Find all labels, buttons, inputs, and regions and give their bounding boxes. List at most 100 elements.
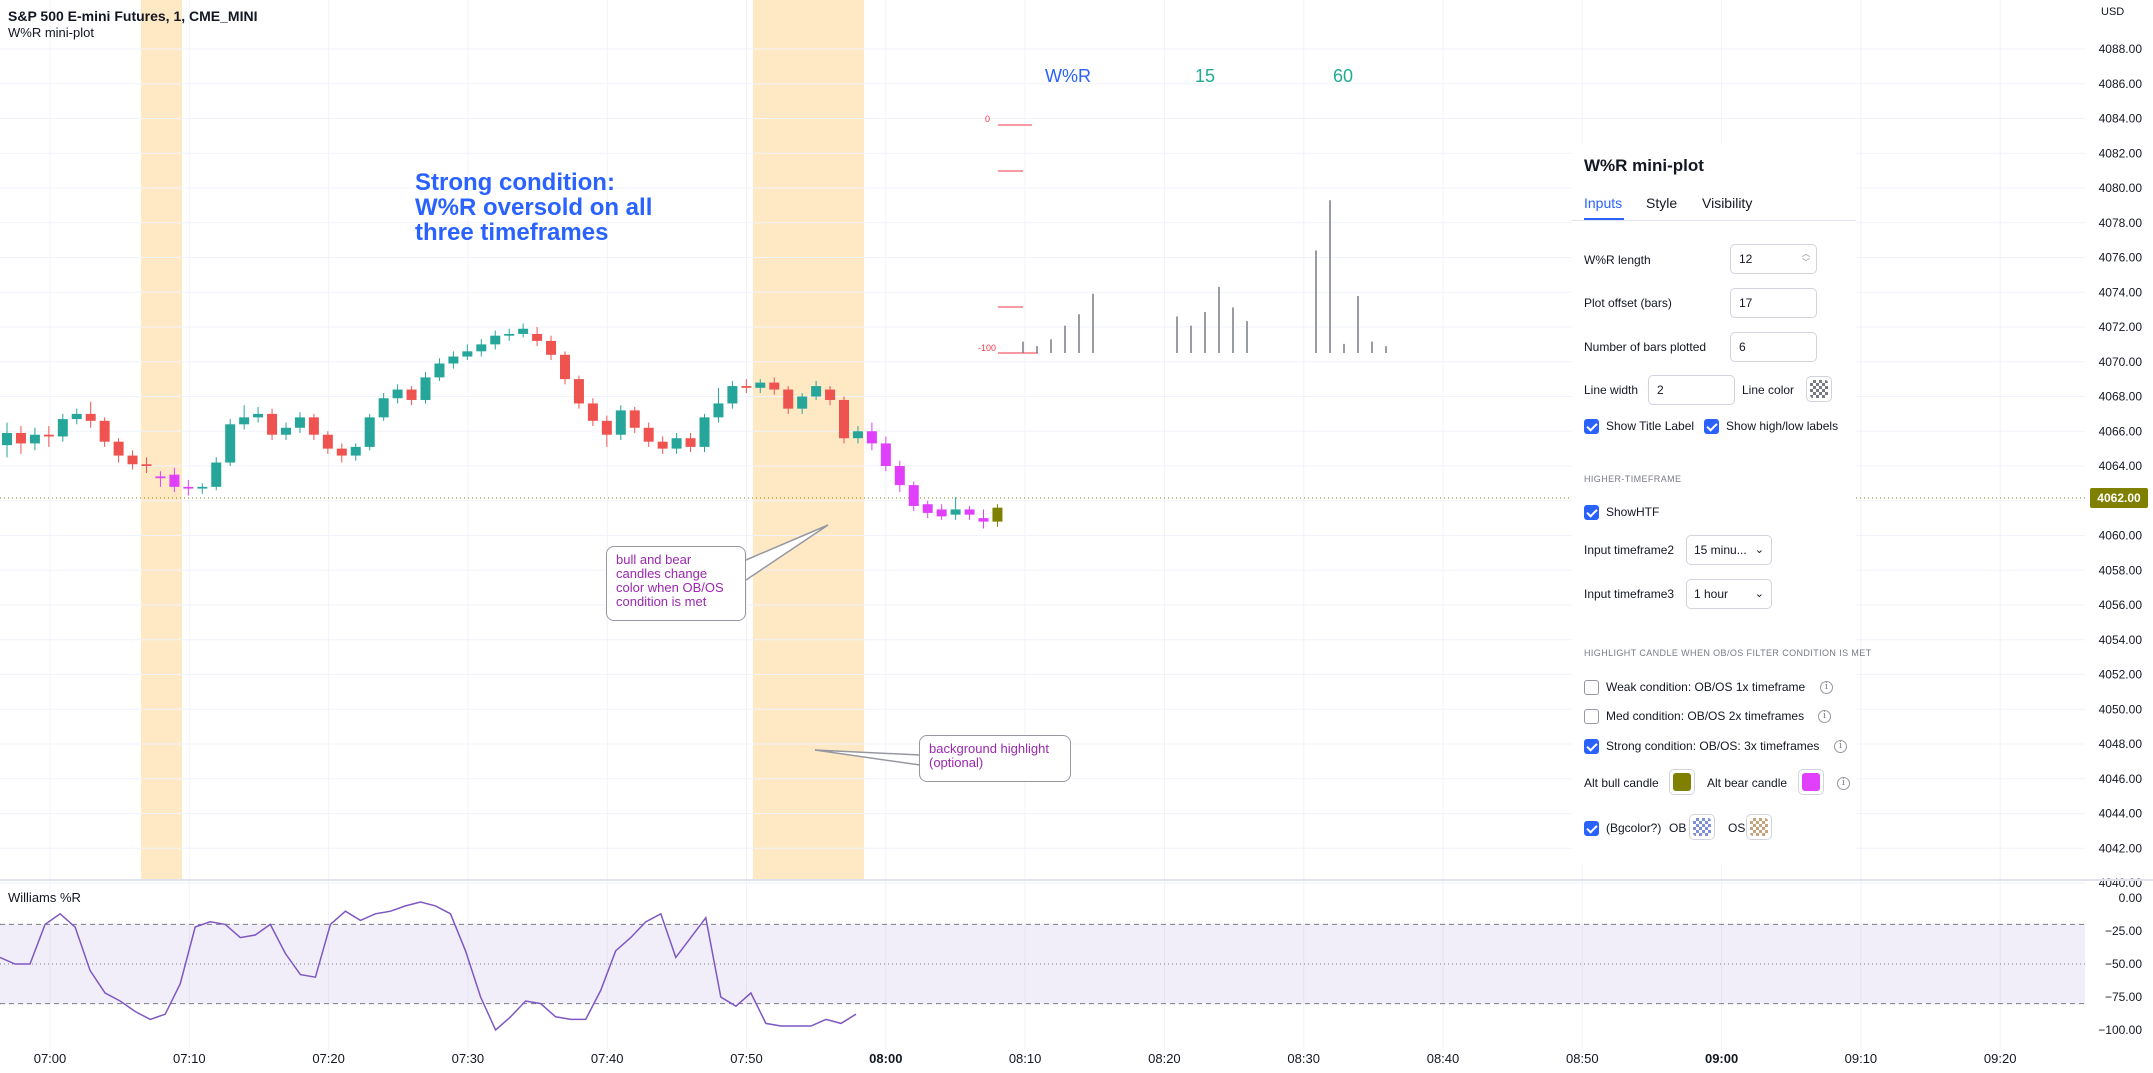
time-axis-label: 09:00 (1705, 1051, 1738, 1066)
candle (866, 422, 877, 451)
alt-bull-swatch[interactable] (1669, 769, 1695, 795)
candle-body (281, 427, 291, 435)
os-color-fill (1750, 818, 1768, 836)
candle (350, 443, 361, 461)
os-color-swatch[interactable] (1746, 814, 1772, 840)
price-axis-label: 4080.00 (2099, 181, 2143, 195)
indicator-legend[interactable]: W%R mini-plot (8, 25, 94, 40)
tf3-label: Input timeframe3 (1584, 587, 1675, 601)
ob-label: OB (1669, 821, 1687, 835)
mini-plot-bottom-label: -100 (978, 343, 997, 353)
wr-axis-label: −75.00 (2105, 990, 2142, 1004)
candle-body (936, 509, 947, 517)
show-hl-checkbox[interactable] (1704, 419, 1719, 434)
info-icon[interactable]: i (1837, 777, 1850, 790)
ob-os-highlight-band (141, 0, 182, 880)
candle (601, 415, 612, 447)
tab-style[interactable]: Style (1646, 195, 1678, 211)
candle (99, 417, 110, 447)
price-axis-label: 4044.00 (2099, 807, 2143, 821)
candle-body (713, 403, 724, 418)
candle (657, 436, 668, 454)
candle-body (880, 443, 891, 466)
candle (267, 408, 278, 440)
time-axis-label: 07:40 (591, 1051, 624, 1066)
candle (43, 426, 54, 447)
price-axis-label: 4082.00 (2099, 146, 2143, 160)
candle-body (490, 335, 501, 345)
line-color-swatch[interactable] (1806, 376, 1832, 402)
candle-body (671, 438, 682, 449)
tab-visibility[interactable]: Visibility (1702, 195, 1753, 211)
time-axis-label: 08:40 (1427, 1051, 1460, 1066)
candle (378, 393, 389, 421)
candle-body (462, 351, 473, 357)
highlight-section-title: HIGHLIGHT CANDLE WHEN OB/OS FILTER CONDI… (1584, 648, 1872, 658)
candle (825, 386, 836, 406)
candle (113, 438, 124, 463)
alt-bear-swatch[interactable] (1798, 769, 1824, 795)
time-axis-label: 08:00 (869, 1051, 902, 1066)
tf2-select[interactable]: 15 minu... ⌄ (1686, 535, 1772, 565)
time-axis-label: 09:10 (1845, 1051, 1878, 1066)
show-title-checkbox[interactable] (1584, 419, 1599, 434)
wr-axis-label: 0.00 (2119, 891, 2143, 905)
price-axis-label: 4070.00 (2099, 355, 2143, 369)
mini-plot-header-wr: W%R (1045, 66, 1091, 86)
candle-body (406, 389, 417, 400)
candle (127, 450, 138, 470)
med-condition-checkbox[interactable] (1584, 709, 1599, 724)
line-width-value: 2 (1657, 383, 1664, 397)
time-axis-label: 07:50 (730, 1051, 763, 1066)
weak-condition-text: Weak condition: OB/OS 1x timeframe (1606, 680, 1806, 694)
candle (629, 406, 640, 433)
tf3-select[interactable]: 1 hour ⌄ (1686, 579, 1772, 609)
bgcolor-checkbox[interactable] (1584, 821, 1599, 836)
show-htf-checkbox[interactable] (1584, 505, 1599, 520)
candle (462, 344, 473, 361)
candle (727, 380, 738, 409)
price-axis-label: 4074.00 (2099, 285, 2143, 299)
candle-body (922, 504, 933, 513)
candle (671, 432, 682, 454)
plot-offset-input[interactable]: 17 (1730, 288, 1817, 318)
bars-plotted-input[interactable]: 6 (1730, 332, 1817, 362)
price-axis-label: 4050.00 (2099, 702, 2143, 716)
candle-body (629, 410, 640, 428)
ob-color-fill (1693, 818, 1711, 836)
strong-condition-checkbox[interactable] (1584, 739, 1599, 754)
williams-r-legend[interactable]: Williams %R (8, 890, 81, 905)
line-width-input[interactable]: 2 (1648, 375, 1735, 405)
candle-body (615, 410, 626, 435)
info-icon[interactable]: i (1818, 710, 1831, 723)
wr-length-label: W%R length (1584, 253, 1651, 267)
candle-body (322, 434, 333, 449)
price-axis-label: 4056.00 (2099, 598, 2143, 612)
candle-body (825, 389, 836, 400)
callout-pointer (745, 524, 829, 581)
candle (852, 426, 863, 444)
candle (839, 396, 849, 444)
candle (587, 398, 598, 427)
candle-body (308, 417, 319, 435)
candle (490, 330, 501, 350)
info-icon[interactable]: i (1820, 681, 1833, 694)
candle-body (699, 417, 710, 447)
candle (783, 386, 794, 414)
candle-body (573, 379, 584, 404)
candle (434, 358, 445, 381)
ob-color-swatch[interactable] (1689, 814, 1715, 840)
weak-condition-checkbox[interactable] (1584, 680, 1599, 695)
wr-length-input[interactable]: 12 ︿ ﹀ (1730, 244, 1817, 274)
candle-body (183, 486, 194, 489)
candle-body (476, 344, 487, 352)
tab-inputs[interactable]: Inputs (1584, 195, 1623, 211)
candle-body (560, 354, 570, 380)
info-icon[interactable]: i (1834, 740, 1847, 753)
stepper-arrows-icon[interactable]: ︿ ﹀ (1802, 249, 1810, 267)
candle (950, 497, 961, 520)
time-axis-label: 09:20 (1984, 1051, 2017, 1066)
symbol-title[interactable]: S&P 500 E-mini Futures, 1, CME_MINI (8, 8, 258, 24)
price-axis-label: 4086.00 (2099, 77, 2143, 91)
candle-body (866, 431, 877, 444)
